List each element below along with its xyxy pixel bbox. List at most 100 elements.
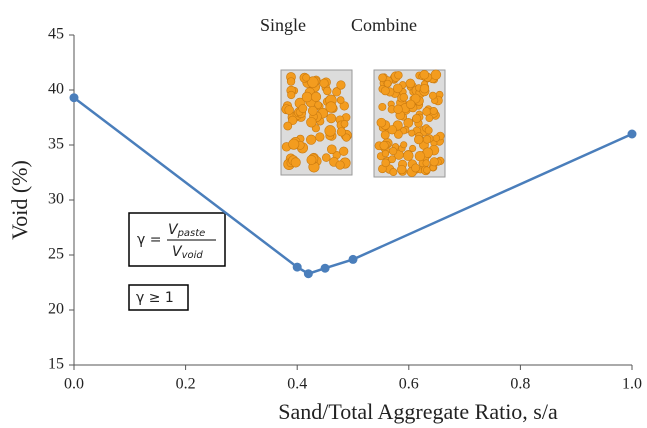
particle	[383, 79, 392, 88]
particle	[380, 130, 390, 140]
particle	[400, 141, 408, 149]
particle	[394, 71, 403, 80]
particle	[283, 121, 293, 131]
particle	[393, 129, 403, 139]
y-tick-label: 15	[48, 356, 64, 373]
numerator: Vpaste	[168, 222, 205, 239]
particle	[378, 73, 387, 83]
particle	[326, 144, 337, 155]
particle	[306, 134, 317, 145]
particle	[286, 77, 296, 86]
annotation: Combine	[351, 15, 417, 35]
denominator-symbol: V	[172, 244, 183, 260]
particle	[306, 117, 317, 128]
particle	[406, 99, 416, 109]
particle	[326, 113, 337, 124]
particle	[414, 150, 426, 162]
particle	[307, 105, 318, 116]
particle	[336, 96, 345, 104]
particle	[342, 133, 351, 142]
particle	[306, 155, 317, 165]
particle	[428, 91, 437, 100]
particle	[381, 158, 390, 168]
condition: γ ≥ 1	[136, 290, 174, 306]
x-tick-label: 0.0	[64, 376, 84, 393]
particle	[378, 102, 387, 111]
particle	[324, 125, 336, 137]
particle	[381, 149, 390, 158]
y-axis-label: Void (%)	[7, 160, 32, 240]
particle	[399, 93, 409, 102]
particle	[310, 91, 322, 102]
annotation: Single	[260, 15, 306, 35]
particle	[322, 153, 331, 162]
particle	[429, 157, 439, 167]
x-tick-label: 0.8	[510, 376, 530, 393]
particle	[389, 168, 398, 176]
marker	[69, 93, 79, 103]
particle	[408, 129, 416, 137]
particle	[325, 101, 337, 113]
denominator: Vvoid	[172, 244, 203, 261]
particle	[403, 150, 414, 161]
particle-images	[280, 69, 446, 178]
particle	[339, 146, 349, 156]
particle	[298, 104, 308, 113]
particle	[307, 76, 319, 88]
particle	[332, 87, 342, 97]
particle	[376, 117, 387, 128]
particle	[302, 73, 311, 82]
particle	[323, 86, 332, 96]
x-tick-label: 0.4	[287, 376, 307, 393]
numerator-subscript: paste	[177, 228, 206, 239]
formula-lhs: γ =	[137, 232, 161, 248]
marker	[320, 263, 330, 273]
particle	[379, 141, 389, 151]
particle	[288, 115, 298, 126]
x-tick-label: 0.6	[399, 376, 419, 393]
marker	[348, 254, 358, 264]
line	[73, 96, 633, 276]
particle	[419, 69, 430, 80]
formula-box: γ = Vpaste Vvoid γ ≥ 1	[128, 212, 226, 311]
particle	[397, 164, 407, 175]
marker	[292, 262, 302, 272]
particle	[392, 83, 403, 94]
particle	[319, 78, 329, 88]
particle	[424, 126, 433, 135]
condition-frame	[128, 284, 189, 311]
particle	[388, 155, 396, 164]
particle	[315, 132, 325, 142]
particle	[405, 78, 416, 89]
particle	[419, 84, 430, 94]
y-tick-label: 30	[48, 191, 64, 208]
particle	[430, 69, 442, 80]
particle	[336, 80, 346, 90]
particle	[340, 120, 349, 128]
particle	[388, 147, 398, 156]
particle	[432, 134, 441, 142]
y-tick-label: 35	[48, 136, 64, 153]
numerator-symbol: V	[168, 222, 179, 238]
particle	[409, 144, 417, 153]
particle	[284, 105, 294, 115]
denominator-subscript: void	[182, 250, 204, 261]
particle	[429, 107, 438, 115]
y-tick-label: 25	[48, 246, 64, 263]
x-tick-label: 1.0	[622, 376, 642, 393]
marker	[627, 129, 637, 139]
x-tick-label: 0.2	[176, 376, 196, 393]
particle	[301, 91, 313, 103]
particle	[412, 113, 422, 123]
particle	[288, 138, 300, 150]
particle	[290, 157, 301, 168]
y-tick-label: 45	[48, 26, 64, 43]
particle	[422, 135, 432, 144]
particle	[411, 163, 421, 173]
particle	[314, 101, 323, 109]
y-tick-label: 20	[48, 301, 64, 318]
marker	[303, 269, 313, 279]
particle	[422, 159, 430, 167]
